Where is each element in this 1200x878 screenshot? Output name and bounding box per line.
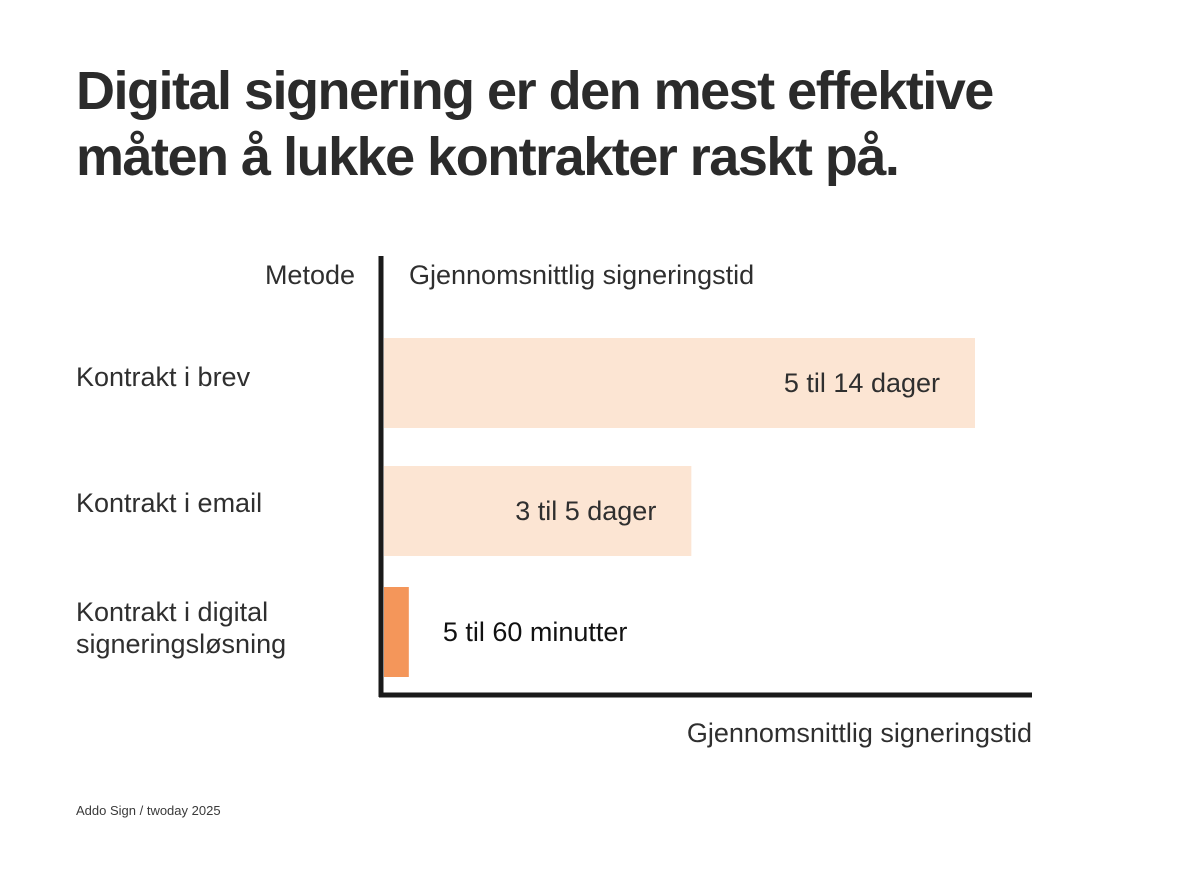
category-header: Metode (265, 260, 355, 290)
value-header: Gjennomsnittlig signeringstid (409, 260, 754, 290)
bar-3 (384, 587, 409, 677)
bar-2 (384, 466, 692, 556)
source-note: Addo Sign / twoday 2025 (76, 803, 221, 818)
category-label: signeringsløsning (76, 629, 286, 659)
chart-title: Digital signering er den mest effektive … (76, 58, 1136, 190)
bar-1 (384, 338, 975, 428)
title-line-1: Digital signering er den mest effektive (76, 61, 994, 121)
category-label: Kontrakt i email (76, 488, 262, 518)
x-axis-label: Gjennomsnittlig signeringstid (687, 718, 1032, 748)
bar-value-label: 5 til 60 minutter (443, 617, 628, 647)
title-line-2: måten å lukke kontrakter raskt på. (76, 127, 900, 187)
category-label: Kontrakt i brev (76, 362, 251, 392)
bar-value-label: 3 til 5 dager (515, 496, 656, 526)
bar-value-label: 5 til 14 dager (784, 368, 940, 398)
category-label: Kontrakt i digital (76, 597, 268, 627)
